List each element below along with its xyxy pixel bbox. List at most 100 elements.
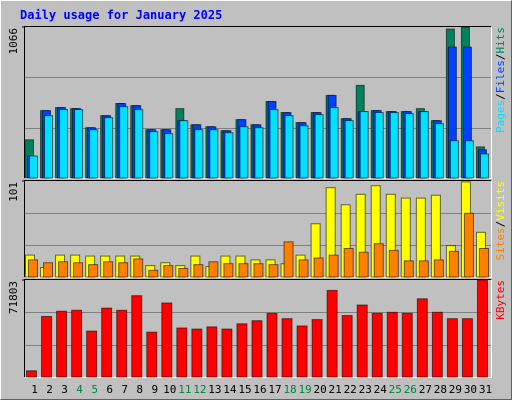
bar	[131, 295, 143, 378]
bar	[56, 310, 68, 378]
x-tick-label: 4	[76, 383, 83, 396]
bar	[86, 330, 98, 378]
legend-entry: Files	[494, 60, 507, 93]
bar	[374, 112, 384, 179]
bar	[373, 243, 384, 278]
bar	[148, 269, 159, 278]
bar	[448, 250, 459, 278]
bar	[194, 129, 204, 179]
bar	[464, 140, 474, 179]
bar	[284, 115, 294, 179]
legend: Pages/Files/Hits	[494, 27, 507, 133]
legend-entry: Hits	[494, 27, 507, 54]
bar	[296, 325, 308, 378]
bar	[208, 261, 219, 278]
bar	[161, 302, 173, 378]
bar	[28, 259, 38, 278]
bar	[164, 133, 174, 179]
bar	[401, 312, 413, 378]
x-tick-label: 9	[151, 383, 158, 396]
bar	[478, 247, 489, 278]
bar	[344, 120, 354, 179]
bar	[446, 318, 458, 378]
bar	[71, 309, 83, 378]
x-tick-label: 27	[419, 383, 432, 396]
legend: Sites/Visits	[494, 181, 507, 261]
bar	[356, 304, 368, 378]
bar	[311, 319, 323, 378]
bar	[119, 106, 129, 179]
x-tick-label: 1	[31, 383, 38, 396]
bar	[479, 153, 489, 179]
bar	[191, 328, 203, 378]
bar	[358, 251, 369, 278]
y-tick-label: 101	[7, 182, 20, 202]
bar	[388, 249, 399, 278]
chart-title: Daily usage for January 2025	[20, 8, 222, 22]
bar	[103, 261, 114, 278]
x-tick-label: 19	[298, 383, 311, 396]
bar	[176, 327, 188, 378]
bar	[433, 259, 444, 278]
x-tick-label: 25	[389, 383, 402, 396]
bar	[133, 258, 144, 278]
legend-separator: /	[494, 54, 507, 61]
bar	[206, 326, 218, 378]
x-tick-label: 31	[479, 383, 492, 396]
x-tick-label: 15	[238, 383, 251, 396]
bar	[314, 114, 324, 179]
legend-entry: Pages	[494, 100, 507, 133]
bar	[449, 140, 459, 179]
bar	[74, 109, 84, 179]
bar	[221, 328, 233, 378]
bar	[418, 260, 429, 278]
legend-entry: Sites	[494, 227, 507, 260]
bar	[209, 129, 219, 179]
bar	[223, 263, 234, 278]
bar	[236, 323, 248, 378]
bar	[371, 312, 383, 378]
x-tick-label: 22	[344, 383, 357, 396]
bar	[359, 111, 369, 179]
x-tick-label: 11	[178, 383, 191, 396]
bar	[431, 311, 443, 378]
bar	[101, 307, 113, 378]
bar	[266, 312, 278, 378]
legend: KBytes	[494, 280, 507, 320]
x-tick-label: 2	[46, 383, 53, 396]
legend-entry: Visits	[494, 181, 507, 221]
bar	[254, 127, 264, 179]
bar	[328, 254, 339, 278]
x-tick-label: 14	[223, 383, 237, 396]
bar	[299, 125, 309, 179]
x-tick-label: 18	[283, 383, 296, 396]
bar	[416, 298, 428, 378]
x-tick-label: 28	[434, 383, 447, 396]
legend-entry: KBytes	[494, 280, 507, 320]
bar	[116, 309, 128, 378]
bar	[283, 241, 294, 278]
bar	[239, 126, 249, 179]
bar	[178, 267, 189, 278]
bar	[389, 112, 399, 179]
x-tick-label: 7	[121, 383, 128, 396]
bar	[404, 113, 414, 179]
x-tick-label: 21	[329, 383, 342, 396]
x-tick-label: 16	[253, 383, 266, 396]
bar	[463, 212, 474, 278]
bar	[59, 109, 69, 179]
bar	[434, 123, 444, 179]
bar	[73, 262, 84, 278]
x-tick-label: 29	[449, 383, 462, 396]
bar	[329, 107, 339, 179]
y-tick-label: 1066	[7, 28, 20, 55]
bar	[251, 320, 263, 378]
bar	[118, 262, 129, 278]
bar	[104, 117, 114, 179]
bar	[58, 261, 69, 278]
x-tick-label: 20	[314, 383, 327, 396]
bar	[268, 264, 279, 278]
